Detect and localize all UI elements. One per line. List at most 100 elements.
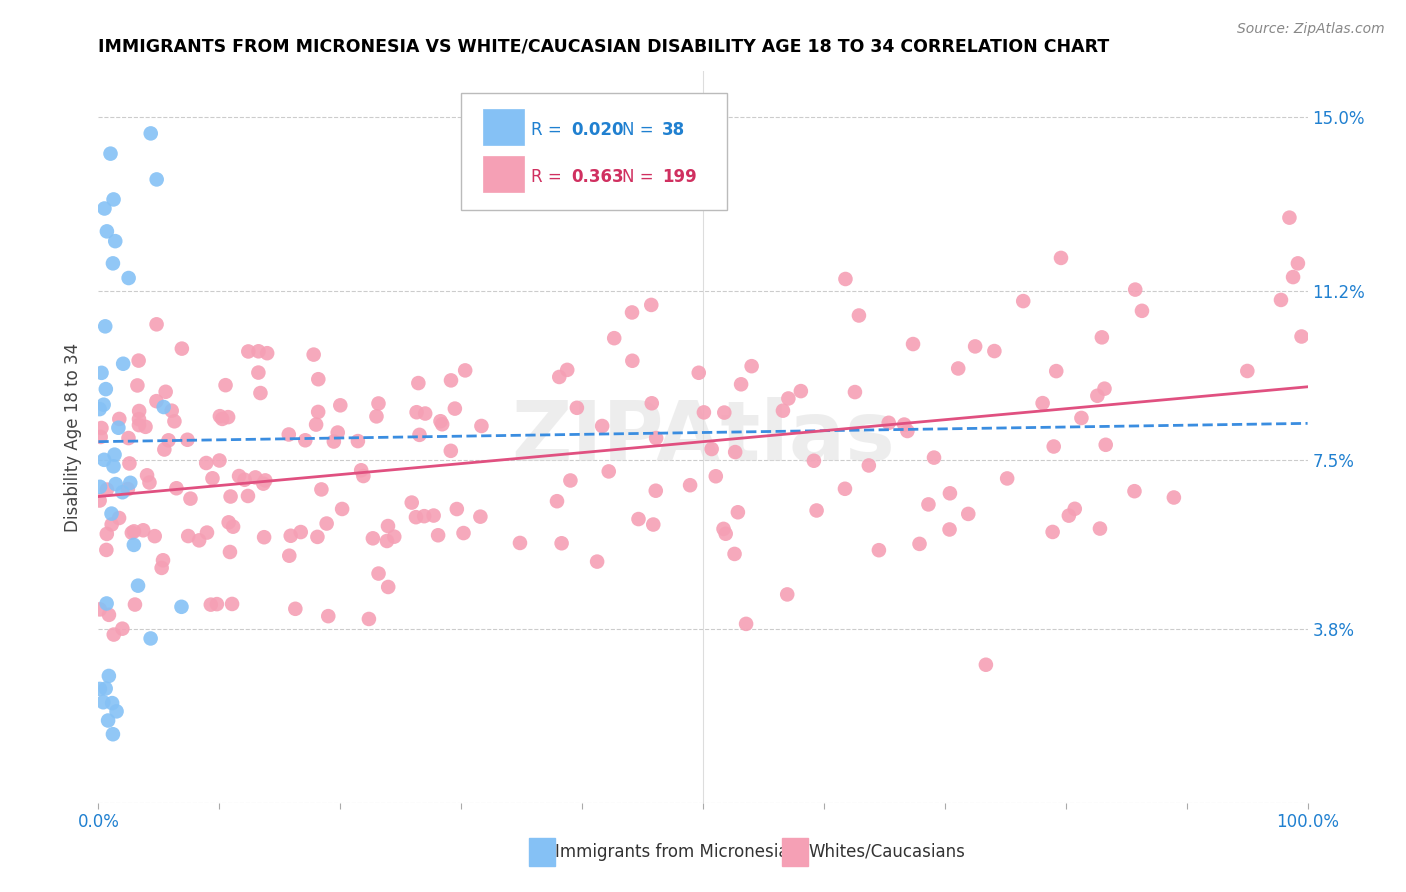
Point [96,527,118,541]
Point [627,512,650,526]
Point [104,234,127,248]
Point [470,509,492,524]
Point [1057,508,1080,523]
Point [284,602,307,616]
Point [93,452,115,467]
Point [645,431,668,445]
Point [101,696,124,710]
Point [621,353,644,368]
Text: N =: N = [621,169,659,186]
Text: Whites/Caucasians: Whites/Caucasians [808,843,966,861]
FancyBboxPatch shape [461,94,727,211]
Point [219,545,242,559]
Point [723,547,745,561]
Point [89,402,111,417]
Point [145,394,167,409]
Point [1088,522,1111,536]
Point [96,597,118,611]
Point [93,398,115,412]
Point [848,309,870,323]
Point [1063,501,1085,516]
Point [700,442,723,456]
Point [735,616,758,631]
Point [1282,270,1305,285]
Point [153,442,176,457]
Point [97,607,120,622]
FancyBboxPatch shape [482,156,524,192]
Point [908,537,931,551]
Point [939,486,962,500]
Point [247,344,270,359]
Point [413,509,436,524]
Point [641,396,664,410]
Point [307,372,329,386]
Point [111,485,134,500]
Point [555,363,578,377]
Point [219,490,242,504]
Point [90,421,112,435]
Point [214,378,236,392]
Point [509,536,531,550]
Point [454,363,477,377]
FancyBboxPatch shape [482,109,524,145]
Point [238,344,260,359]
Point [188,533,211,548]
Point [408,428,430,442]
Point [143,529,166,543]
Point [211,412,233,426]
Point [277,427,299,442]
Point [1042,440,1064,454]
Text: IMMIGRANTS FROM MICRONESIA VS WHITE/CAUCASIAN DISABILITY AGE 18 TO 34 CORRELATIO: IMMIGRANTS FROM MICRONESIA VS WHITE/CAUC… [98,38,1109,56]
Point [347,434,370,448]
Point [249,386,271,401]
Point [128,404,150,418]
Point [361,531,384,545]
Point [117,271,139,285]
Point [90,366,112,380]
Point [150,561,173,575]
Point [413,407,436,421]
Point [704,469,727,483]
Point [893,417,915,432]
Point [965,339,987,353]
Point [679,478,702,492]
Point [429,414,451,428]
Point [201,471,224,485]
Point [208,453,231,467]
Point [94,319,117,334]
Point [200,598,222,612]
Point [108,511,131,525]
Text: ZIPAtlas: ZIPAtlas [510,397,896,477]
Point [93,202,115,216]
Point [948,361,970,376]
Point [307,405,329,419]
Point [179,491,201,506]
Point [101,256,124,270]
Point [157,434,180,448]
Point [430,417,453,432]
Point [100,517,122,532]
Point [89,681,111,696]
Point [89,493,111,508]
Point [401,495,423,509]
Point [228,469,250,483]
Point [444,401,467,416]
Point [1070,411,1092,425]
Point [108,412,131,426]
Point [877,416,900,430]
Point [128,418,150,433]
Point [776,587,799,601]
Point [983,344,1005,359]
Point [160,403,183,417]
Point [957,507,980,521]
Point [176,433,198,447]
Point [128,353,150,368]
Text: 0.363: 0.363 [571,169,624,186]
Point [103,448,125,462]
Point [565,401,588,415]
Point [727,505,749,519]
Point [136,468,159,483]
Point [127,579,149,593]
Text: 0.020: 0.020 [571,121,624,139]
Point [1130,303,1153,318]
